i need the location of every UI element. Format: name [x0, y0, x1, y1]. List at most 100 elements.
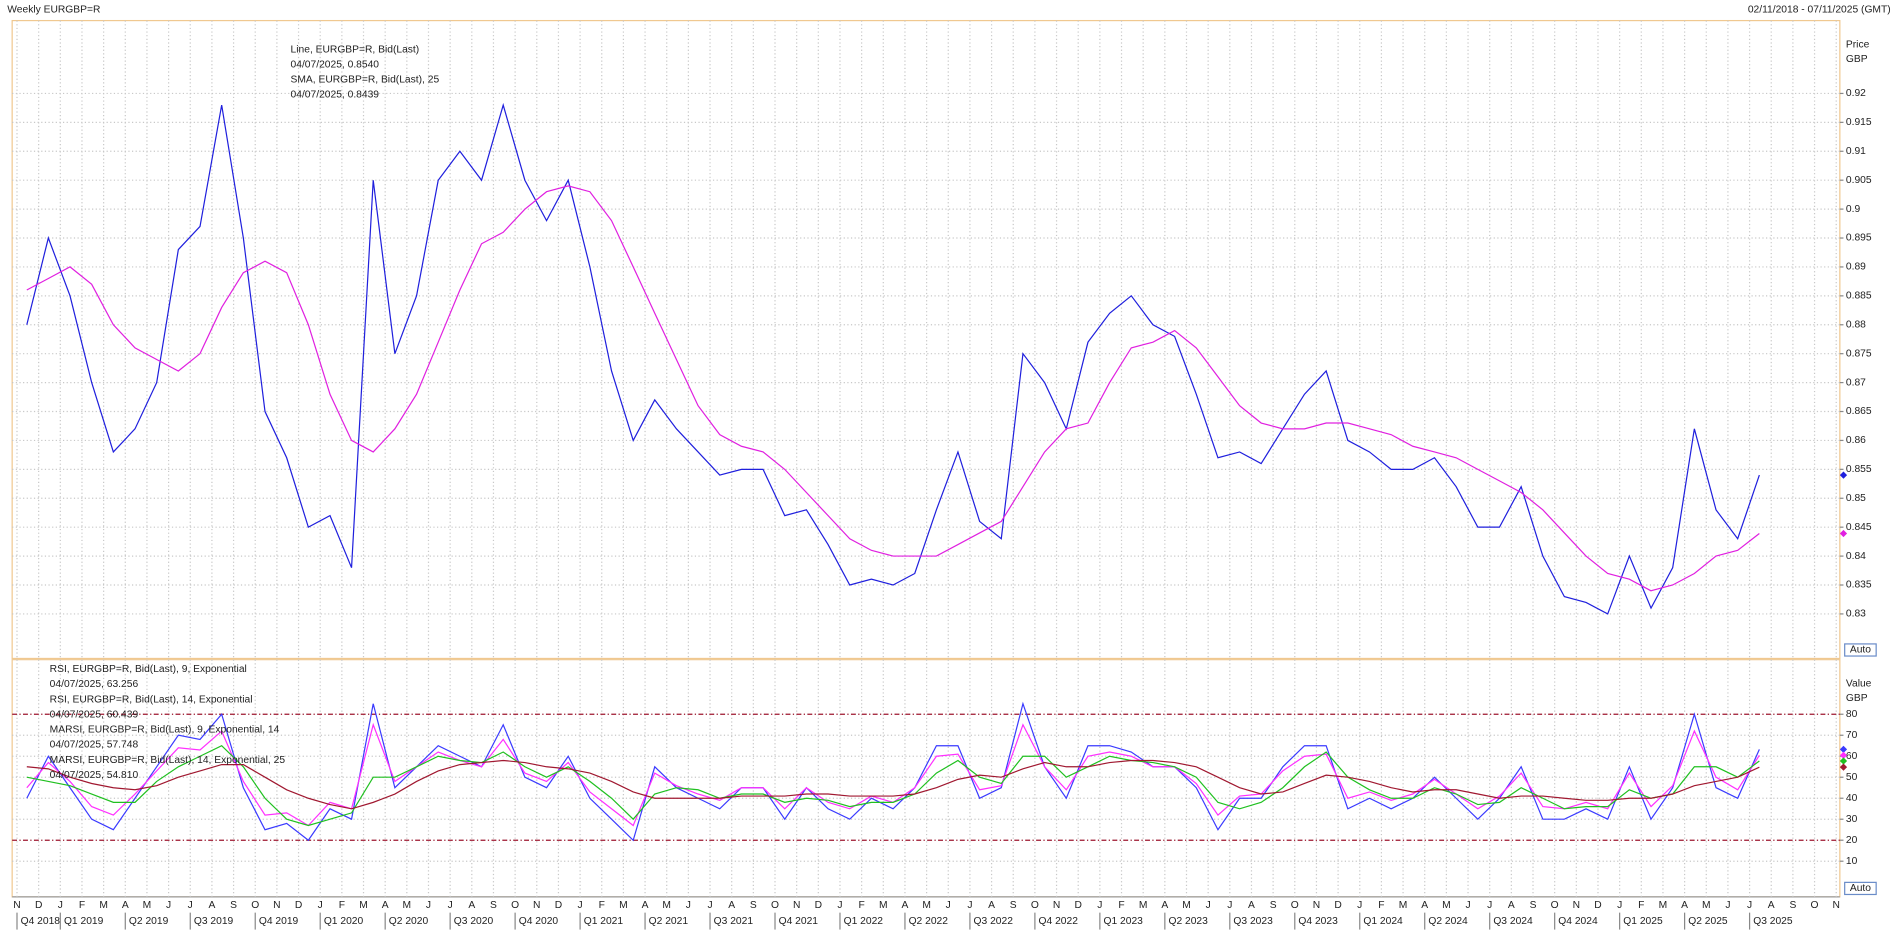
legend-detail: 04/07/2025, 63.256 [50, 679, 139, 690]
quarter-label: Q2 2024 [1428, 916, 1468, 927]
axis-title: Price [1846, 40, 1870, 51]
x-tick-label: M [1659, 900, 1668, 911]
x-tick-label: F [599, 900, 605, 911]
x-tick-label: O [1551, 900, 1559, 911]
scale-button-box[interactable] [1844, 643, 1877, 657]
y-tick-label: 0.895 [1846, 233, 1872, 244]
quarter-label: Q4 2018 [21, 916, 61, 927]
y-tick-label: 0.885 [1846, 291, 1872, 302]
axis-unit: GBP [1846, 693, 1868, 704]
x-tick-label: F [1118, 900, 1124, 911]
quarter-label: Q1 2024 [1363, 916, 1403, 927]
quarter-label: Q2 2021 [649, 916, 689, 927]
y-tick-label: 0.875 [1846, 348, 1872, 359]
x-tick-label: J [318, 900, 323, 911]
x-tick-label: M [403, 900, 412, 911]
y-tick-label: 30 [1846, 814, 1858, 825]
x-tick-label: J [946, 900, 951, 911]
quarter-label: Q1 2021 [584, 916, 624, 927]
x-tick-label: D [35, 900, 42, 911]
quarter-label: Q3 2025 [1753, 916, 1793, 927]
x-tick-label: A [1161, 900, 1168, 911]
scale-button[interactable]: Auto [1850, 645, 1871, 656]
y-tick-label: 0.915 [1846, 117, 1872, 128]
x-tick-label: M [662, 900, 671, 911]
x-tick-label: A [642, 900, 649, 911]
x-tick-label: J [1617, 900, 1622, 911]
series-line [26, 102, 1760, 615]
x-tick-label: J [166, 900, 171, 911]
y-tick-label: 50 [1846, 772, 1858, 783]
x-tick-label: J [967, 900, 972, 911]
y-tick-label: 80 [1846, 709, 1858, 720]
x-tick-label: J [58, 900, 63, 911]
scale-button-box[interactable] [1844, 881, 1877, 896]
x-tick-label: S [1270, 900, 1277, 911]
x-tick-label: J [1357, 900, 1362, 911]
x-tick-label: F [858, 900, 864, 911]
legend-detail: 04/07/2025, 60.439 [50, 709, 139, 720]
x-tick-label: O [1291, 900, 1299, 911]
last-value-marker [1839, 763, 1848, 771]
x-tick-label: J [837, 900, 842, 911]
y-tick-label: 0.87 [1846, 377, 1866, 388]
x-tick-label: S [1530, 900, 1537, 911]
last-value-marker [1839, 529, 1848, 538]
axis-title: Value [1846, 679, 1872, 690]
legend-entry: MARSI, EURGBP=R, Bid(Last), 9, Exponenti… [50, 725, 280, 736]
y-tick-label: 0.92 [1846, 88, 1866, 99]
legend-entry: Line, EURGBP=R, Bid(Last) [291, 44, 420, 55]
x-tick-label: D [1334, 900, 1341, 911]
quarter-label: Q3 2020 [454, 916, 494, 927]
legend-entry: SMA, EURGBP=R, Bid(Last), 25 [291, 75, 440, 86]
last-value-marker [1839, 471, 1848, 479]
y-tick-label: 10 [1846, 856, 1858, 867]
axis-unit: GBP [1846, 54, 1868, 65]
x-tick-label: J [1747, 900, 1752, 911]
x-tick-label: J [1206, 900, 1211, 911]
y-tick-label: 0.905 [1846, 175, 1872, 186]
legend-detail: 04/07/2025, 54.810 [50, 770, 139, 781]
y-tick-label: 0.865 [1846, 406, 1872, 417]
x-tick-label: M [99, 900, 108, 911]
x-tick-label: S [1789, 900, 1796, 911]
y-tick-label: 0.89 [1846, 262, 1866, 273]
quarter-label: Q3 2019 [194, 916, 234, 927]
x-tick-label: D [555, 900, 562, 911]
legend-entry: RSI, EURGBP=R, Bid(Last), 14, Exponentia… [50, 694, 253, 705]
x-tick-label: J [1465, 900, 1470, 911]
quarter-label: Q2 2019 [129, 916, 169, 927]
x-tick-label: A [1681, 900, 1688, 911]
x-tick-label: A [728, 900, 735, 911]
x-tick-label: N [1053, 900, 1060, 911]
x-tick-label: A [902, 900, 909, 911]
legend-entry: MARSI, EURGBP=R, Bid(Last), 14, Exponent… [50, 755, 286, 766]
x-tick-label: M [879, 900, 888, 911]
x-tick-label: D [815, 900, 822, 911]
quarter-label: Q1 2023 [1103, 916, 1143, 927]
quarter-label: Q4 2020 [519, 916, 559, 927]
x-tick-label: A [1768, 900, 1775, 911]
x-tick-label: M [1182, 900, 1191, 911]
y-tick-label: 0.91 [1846, 146, 1866, 157]
quarter-label: Q4 2024 [1558, 916, 1598, 927]
x-tick-label: S [230, 900, 237, 911]
last-value-marker [1839, 757, 1848, 765]
x-tick-label: F [79, 900, 85, 911]
x-tick-label: J [1097, 900, 1102, 911]
scale-button[interactable]: Auto [1850, 883, 1871, 894]
x-tick-label: M [1442, 900, 1451, 911]
legend-detail: 04/07/2025, 0.8540 [291, 59, 380, 70]
x-tick-label: F [1638, 900, 1644, 911]
y-tick-label: 0.835 [1846, 580, 1872, 591]
x-tick-label: N [1573, 900, 1580, 911]
quarter-label: Q3 2024 [1493, 916, 1533, 927]
x-tick-label: A [1248, 900, 1255, 911]
legend-detail: 04/07/2025, 57.748 [50, 740, 139, 751]
quarter-label: Q2 2023 [1168, 916, 1208, 927]
x-tick-label: N [793, 900, 800, 911]
x-tick-label: S [490, 900, 497, 911]
quarter-label: Q4 2022 [1039, 916, 1079, 927]
